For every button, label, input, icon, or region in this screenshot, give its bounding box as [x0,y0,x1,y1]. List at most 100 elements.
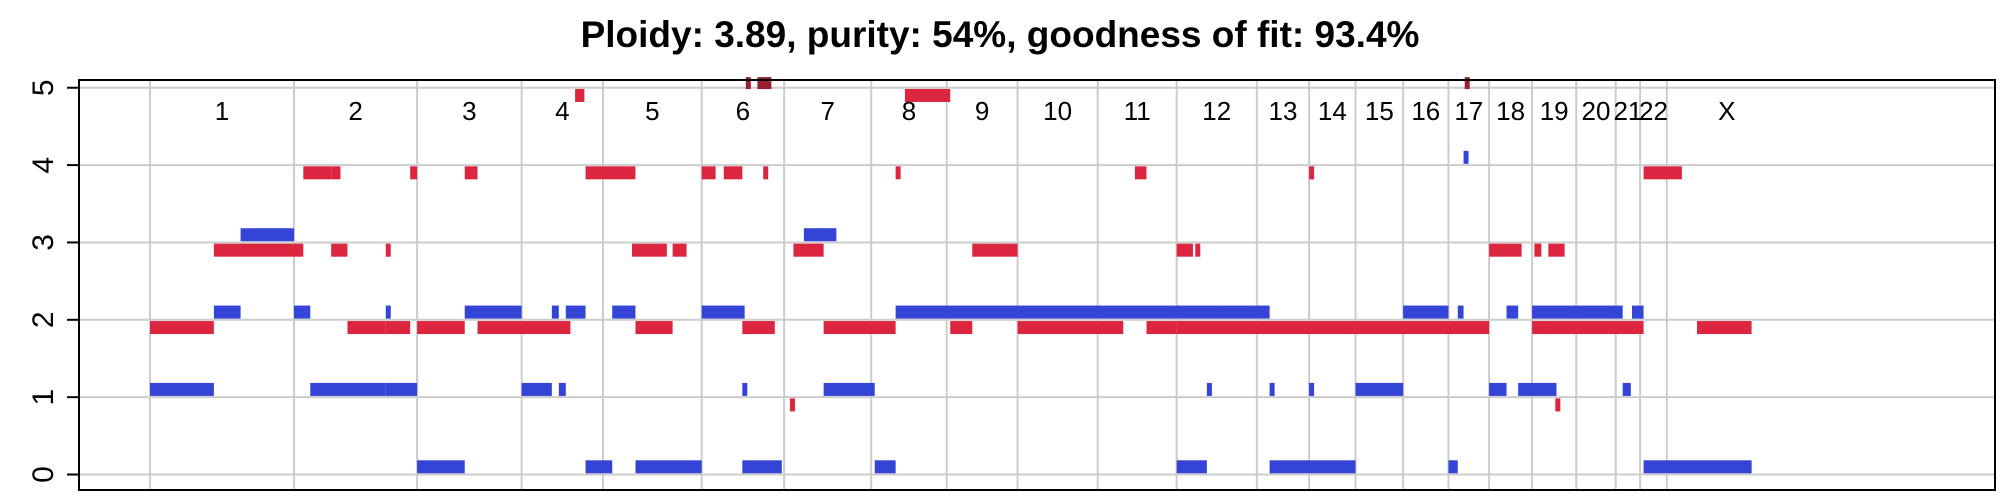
cn-segment [874,460,896,474]
cn-segment [1146,321,1177,335]
chromosome-label: 8 [902,96,916,126]
chromosome-label: 3 [462,96,476,126]
cn-segment [1493,243,1522,257]
cn-segment [1643,166,1682,180]
cn-segment [1176,321,1356,335]
cn-segment [789,398,795,412]
cn-segment [1269,382,1275,396]
cn-segment [1206,382,1212,396]
cn-segment [213,243,304,257]
plot-frame [78,79,1996,491]
cn-segment [1176,460,1207,474]
cn-segment [294,305,311,319]
chromosome-label: 5 [645,96,659,126]
cn-segment [385,382,418,396]
cn-segment [575,88,585,102]
chromosome-label: 15 [1365,96,1394,126]
y-tick-label: 4 [27,157,60,174]
chromosome-label: 7 [820,96,834,126]
chromosome-label: 9 [975,96,989,126]
cn-segment [1134,166,1147,180]
cn-segment [950,321,973,335]
cn-segment [347,321,386,335]
chart-title: Ploidy: 3.89, purity: 54%, goodness of f… [580,14,1420,55]
cn-segment [1489,382,1507,396]
cn-segment [763,166,769,180]
cn-segment [823,382,875,396]
cn-segment [150,321,214,335]
cn-segment [385,321,411,335]
cn-segment [417,321,465,335]
chromosome-label: 1 [215,96,229,126]
cn-segment [1489,243,1495,257]
cn-segment [551,305,559,319]
cn-segment [1218,305,1270,319]
chromosome-label: 16 [1411,96,1440,126]
chromosome-label: 22 [1639,96,1668,126]
cn-segment [240,228,295,242]
cn-segment [385,305,391,319]
cn-segment [742,382,748,396]
cn-segment [213,305,241,319]
cn-segment [635,460,702,474]
y-tick-label: 1 [27,389,60,406]
cn-segment [1457,305,1464,319]
cn-segment [558,382,566,396]
cn-segment [823,321,896,335]
cn-segment [477,321,571,335]
chromosome-label: 6 [736,96,750,126]
cn-segment [1309,166,1315,180]
cn-segment [757,77,772,90]
cn-segment [1017,321,1124,335]
cn-segment [385,243,391,257]
cn-segment [895,305,1018,319]
cn-segment [1355,321,1490,335]
cn-segment [1269,460,1356,474]
cn-segment [1195,243,1201,257]
chromosome-label: 21 [1613,96,1642,126]
cn-segment [1532,321,1644,335]
cn-segment [1548,243,1565,257]
cn-segment [895,166,901,180]
y-tick-label: 2 [27,311,60,328]
cn-segment [1017,305,1219,319]
y-tick-label: 5 [27,79,60,96]
chromosome-label: 10 [1043,96,1072,126]
cn-segment [745,77,751,90]
cn-segment [612,305,636,319]
chromosome-label: 17 [1454,96,1483,126]
cn-segment [972,243,1018,257]
cn-segment [803,228,837,242]
cn-segment [723,166,743,180]
cn-segment [565,305,586,319]
cn-segment [1403,305,1449,319]
cn-segment [635,321,673,335]
cn-segment [631,243,667,257]
cn-segment [1697,321,1752,335]
cn-segment [1464,77,1470,90]
grid-layer [79,80,1995,490]
y-tick-label: 3 [27,234,60,251]
cn-segment [1355,382,1404,396]
cn-segment [742,321,775,335]
chromosome-label: 11 [1124,96,1151,126]
cn-segment [1622,382,1631,396]
cn-segment [701,166,716,180]
chromosome-label: 19 [1540,96,1569,126]
chromosome-label: 20 [1582,96,1611,126]
cn-segment [1631,305,1644,319]
cn-segment [521,382,552,396]
cn-segment [1309,382,1315,396]
cn-segment [585,166,636,180]
cn-segment [303,166,332,180]
cn-segment [1506,305,1519,319]
cn-segment [701,305,745,319]
cn-segment [331,243,348,257]
cn-segment [410,166,418,180]
segment-layer [150,77,1752,474]
cn-segment [742,460,782,474]
cn-segment [417,460,465,474]
